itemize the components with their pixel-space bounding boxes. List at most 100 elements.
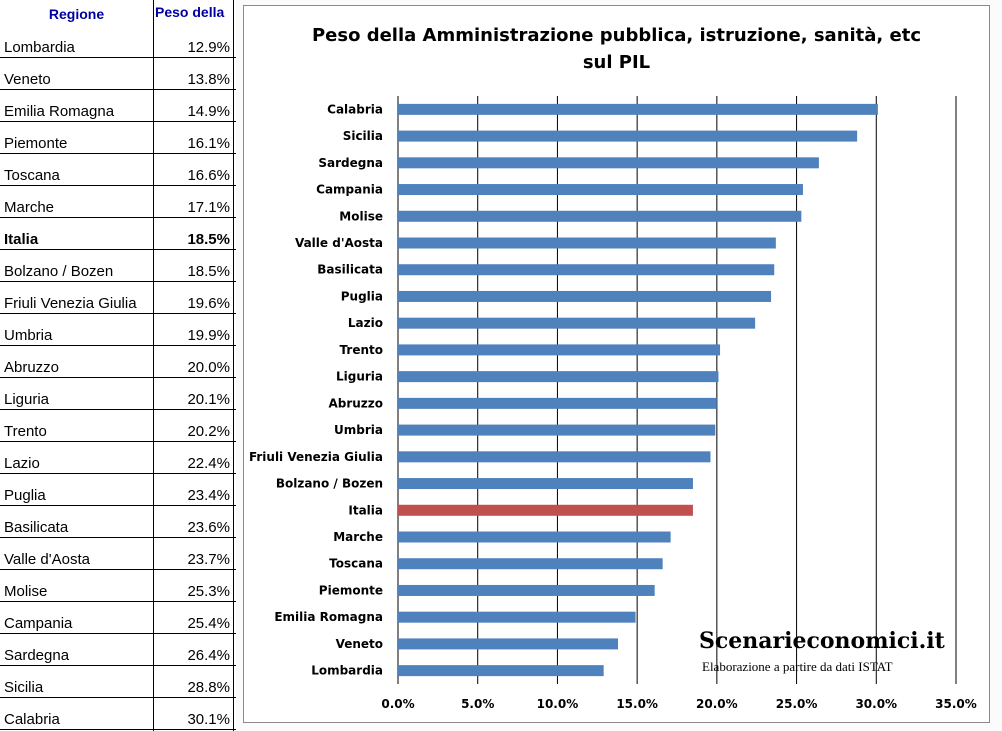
bar[interactable] [398, 478, 693, 490]
bar[interactable] [398, 371, 719, 383]
table-row[interactable]: Valle d'Aosta 23.7% [0, 538, 236, 570]
row-weight-value: 18.5% [187, 231, 230, 248]
x-tick-label: 10.0% [537, 697, 579, 711]
table-row[interactable]: Friuli Venezia Giulia 19.6% [0, 282, 236, 314]
bar[interactable] [398, 184, 803, 196]
bar[interactable] [398, 611, 636, 623]
category-label: Lazio [348, 316, 383, 330]
row-region-name: Lazio [4, 455, 40, 472]
table-row[interactable]: Campania 25.4% [0, 602, 236, 634]
table-row[interactable]: Emilia Romagna 14.9% [0, 90, 236, 122]
table-row[interactable]: Abruzzo 20.0% [0, 346, 236, 378]
bar[interactable] [398, 397, 717, 409]
category-label: Italia [348, 503, 383, 517]
table-row[interactable]: Liguria 20.1% [0, 378, 236, 410]
row-weight-value: 20.2% [187, 423, 230, 440]
row-region-name: Bolzano / Bozen [4, 263, 114, 280]
bar[interactable] [398, 531, 671, 543]
chart-title-line2: sul PIL [582, 52, 651, 73]
row-weight-value: 23.7% [187, 551, 230, 568]
row-region-name: Sardegna [4, 647, 70, 664]
bar[interactable] [398, 237, 776, 249]
bar[interactable] [398, 264, 775, 276]
category-label: Piemonte [319, 583, 383, 597]
bar[interactable] [398, 504, 693, 516]
category-label: Toscana [329, 557, 383, 571]
brand-subtitle: Elaborazione a partire da dati ISTAT [702, 659, 893, 674]
row-weight-value: 19.6% [187, 295, 230, 312]
header-region[interactable]: Regione [48, 6, 105, 22]
category-label: Molise [339, 209, 383, 223]
category-label: Abruzzo [328, 396, 383, 410]
row-region-name: Calabria [4, 711, 60, 728]
row-weight-value: 23.6% [187, 519, 230, 536]
row-region-name: Friuli Venezia Giulia [4, 295, 137, 312]
chart-title: Peso della Amministrazione pubblica, ist… [244, 22, 989, 76]
bar[interactable] [398, 344, 721, 356]
bar[interactable] [398, 210, 802, 222]
bar[interactable] [398, 558, 663, 570]
row-weight-value: 19.9% [187, 327, 230, 344]
bar[interactable] [398, 638, 619, 650]
category-label: Umbria [334, 423, 383, 437]
table-row[interactable]: Marche 17.1% [0, 186, 236, 218]
row-region-name: Piemonte [4, 135, 68, 152]
category-label: Liguria [336, 370, 383, 384]
category-label: Basilicata [317, 263, 383, 277]
table-row[interactable]: Umbria 19.9% [0, 314, 236, 346]
row-weight-value: 12.9% [187, 39, 230, 56]
data-table: Regione Peso della Lombardia 12.9% Veneto 1… [0, 0, 236, 731]
chart-title-line1: Peso della Amministrazione pubblica, ist… [311, 25, 922, 46]
x-tick-label: 15.0% [616, 697, 658, 711]
column-divider [233, 0, 234, 731]
table-row[interactable]: Sicilia 28.8% [0, 666, 236, 698]
bar[interactable] [398, 584, 655, 596]
bar[interactable] [398, 317, 756, 329]
bar[interactable] [398, 103, 878, 115]
bar[interactable] [398, 424, 716, 436]
row-weight-value: 14.9% [187, 103, 230, 120]
row-weight-value: 17.1% [187, 199, 230, 216]
category-label: Veneto [336, 637, 383, 651]
table-row[interactable]: Piemonte 16.1% [0, 122, 236, 154]
table-row[interactable]: Bolzano / Bozen 18.5% [0, 250, 236, 282]
row-weight-value: 22.4% [187, 455, 230, 472]
x-tick-label: 20.0% [696, 697, 738, 711]
bar[interactable] [398, 290, 772, 302]
table-row[interactable]: Sardegna 26.4% [0, 634, 236, 666]
row-region-name: Basilicata [4, 519, 69, 536]
x-tick-label: 5.0% [461, 697, 494, 711]
bar[interactable] [398, 451, 711, 463]
table-row[interactable]: Puglia 23.4% [0, 474, 236, 506]
row-region-name: Toscana [4, 167, 60, 184]
category-label: Sardegna [318, 156, 383, 170]
table-row[interactable]: Lazio 22.4% [0, 442, 236, 474]
row-weight-value: 25.4% [187, 615, 230, 632]
bar[interactable] [398, 157, 819, 169]
table-row[interactable]: Italia 18.5% [0, 218, 236, 250]
category-label: Sicilia [343, 129, 383, 143]
table-row[interactable]: Veneto 13.8% [0, 58, 236, 90]
table-row[interactable]: Lombardia 12.9% [0, 26, 236, 58]
row-weight-value: 20.0% [187, 359, 230, 376]
bar-chart[interactable]: Peso della Amministrazione pubblica, ist… [243, 5, 990, 723]
bar[interactable] [398, 130, 858, 142]
row-region-name: Valle d'Aosta [4, 551, 90, 568]
row-weight-value: 18.5% [187, 263, 230, 280]
row-region-name: Veneto [4, 71, 51, 88]
row-weight-value: 30.1% [187, 711, 230, 728]
table-row[interactable]: Basilicata 23.6% [0, 506, 236, 538]
table-row[interactable]: Molise 25.3% [0, 570, 236, 602]
x-tick-label: 0.0% [381, 697, 414, 711]
row-region-name: Molise [4, 583, 48, 600]
row-region-name: Puglia [4, 487, 46, 504]
table-row[interactable]: Trento 20.2% [0, 410, 236, 442]
row-weight-value: 16.1% [187, 135, 230, 152]
category-label: Campania [316, 183, 383, 197]
table-row[interactable]: Toscana 16.6% [0, 154, 236, 186]
header-weight[interactable]: Peso della [155, 4, 225, 20]
table-rows: Lombardia 12.9% Veneto 13.8% Emilia Romagna 1… [0, 26, 236, 730]
bar[interactable] [398, 665, 604, 677]
chart-plot: 0.0% 5.0% 10.0% 15.0% 20.0% 25.0% 30.0% 35.0% Ca… [249, 96, 977, 711]
table-row[interactable]: Calabria 30.1% [0, 698, 236, 730]
